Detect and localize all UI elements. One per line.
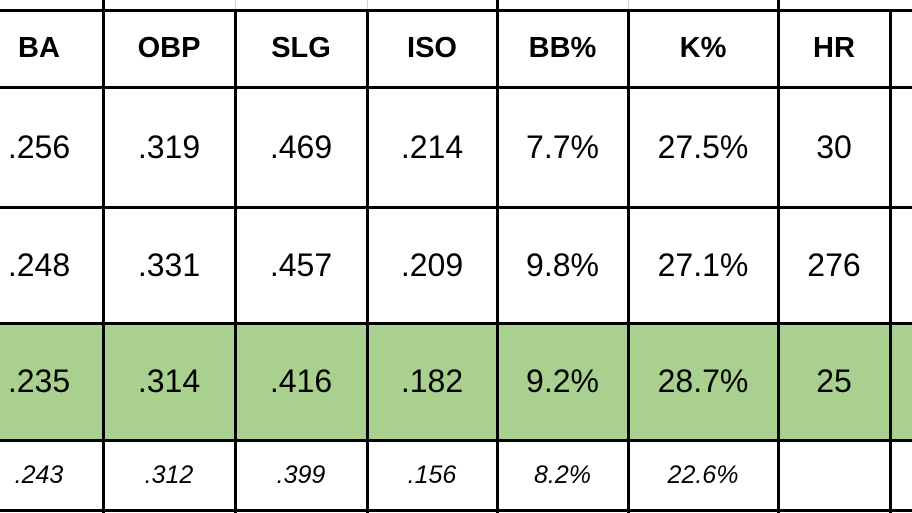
table-cell: 22.6% xyxy=(667,460,739,489)
table-cell: 27.1% xyxy=(657,246,749,283)
header-cell: ISO xyxy=(407,32,457,64)
table-cell: .156 xyxy=(407,460,457,489)
header-cell: HR xyxy=(813,32,855,64)
border xyxy=(365,10,369,513)
border xyxy=(0,438,912,442)
table-cell xyxy=(778,440,890,510)
table-cell: .243 xyxy=(14,460,64,489)
table-cell: .182 xyxy=(367,323,497,440)
border xyxy=(0,8,912,12)
border xyxy=(0,205,912,209)
header-cell: BA xyxy=(18,32,60,64)
table-cell xyxy=(890,440,912,510)
table-cell: .416 xyxy=(235,323,367,440)
table-cell: 28.7% xyxy=(628,323,778,440)
header-cell: SLG xyxy=(271,32,331,64)
border xyxy=(495,0,499,10)
table-cell: 9.8% xyxy=(526,246,599,283)
table-cell: .457 xyxy=(269,246,333,283)
border xyxy=(776,10,780,513)
table-cell: .235 xyxy=(0,323,103,440)
table-cell: .256 xyxy=(7,128,71,165)
table-cell: .312 xyxy=(144,460,194,489)
table-cell: 9.2% xyxy=(497,323,628,440)
table-cell: 7.7% xyxy=(526,128,599,165)
border xyxy=(101,0,105,10)
border xyxy=(0,508,912,512)
table-cell: .248 xyxy=(7,246,71,283)
table-cell: .214 xyxy=(400,128,464,165)
table-cell: .469 xyxy=(269,128,333,165)
table-cell: 30 xyxy=(816,128,852,165)
header-cell: BB% xyxy=(528,32,597,64)
gridline xyxy=(367,0,368,10)
table-cell: .319 xyxy=(137,128,201,165)
table-cell xyxy=(890,323,912,440)
header-cell: K% xyxy=(679,32,727,64)
border xyxy=(101,10,105,513)
border xyxy=(0,321,912,325)
table-cell xyxy=(890,87,912,207)
border xyxy=(0,85,912,89)
table-cell: 27.5% xyxy=(657,128,749,165)
table-cell: .314 xyxy=(103,323,235,440)
border xyxy=(626,10,630,513)
table-cell: .399 xyxy=(276,460,326,489)
header-cell: OBP xyxy=(137,32,201,64)
border xyxy=(776,0,780,10)
gridline xyxy=(628,0,629,10)
gridline xyxy=(235,0,236,10)
header-cell xyxy=(890,10,912,87)
border xyxy=(495,10,499,513)
table-cell: .331 xyxy=(137,246,201,283)
border xyxy=(888,10,892,513)
table-cell: 8.2% xyxy=(534,460,591,489)
table-cell: 276 xyxy=(807,246,861,283)
table-cell xyxy=(890,207,912,323)
table-cell: .209 xyxy=(400,246,464,283)
table-cell: 25 xyxy=(778,323,890,440)
border xyxy=(233,10,237,513)
